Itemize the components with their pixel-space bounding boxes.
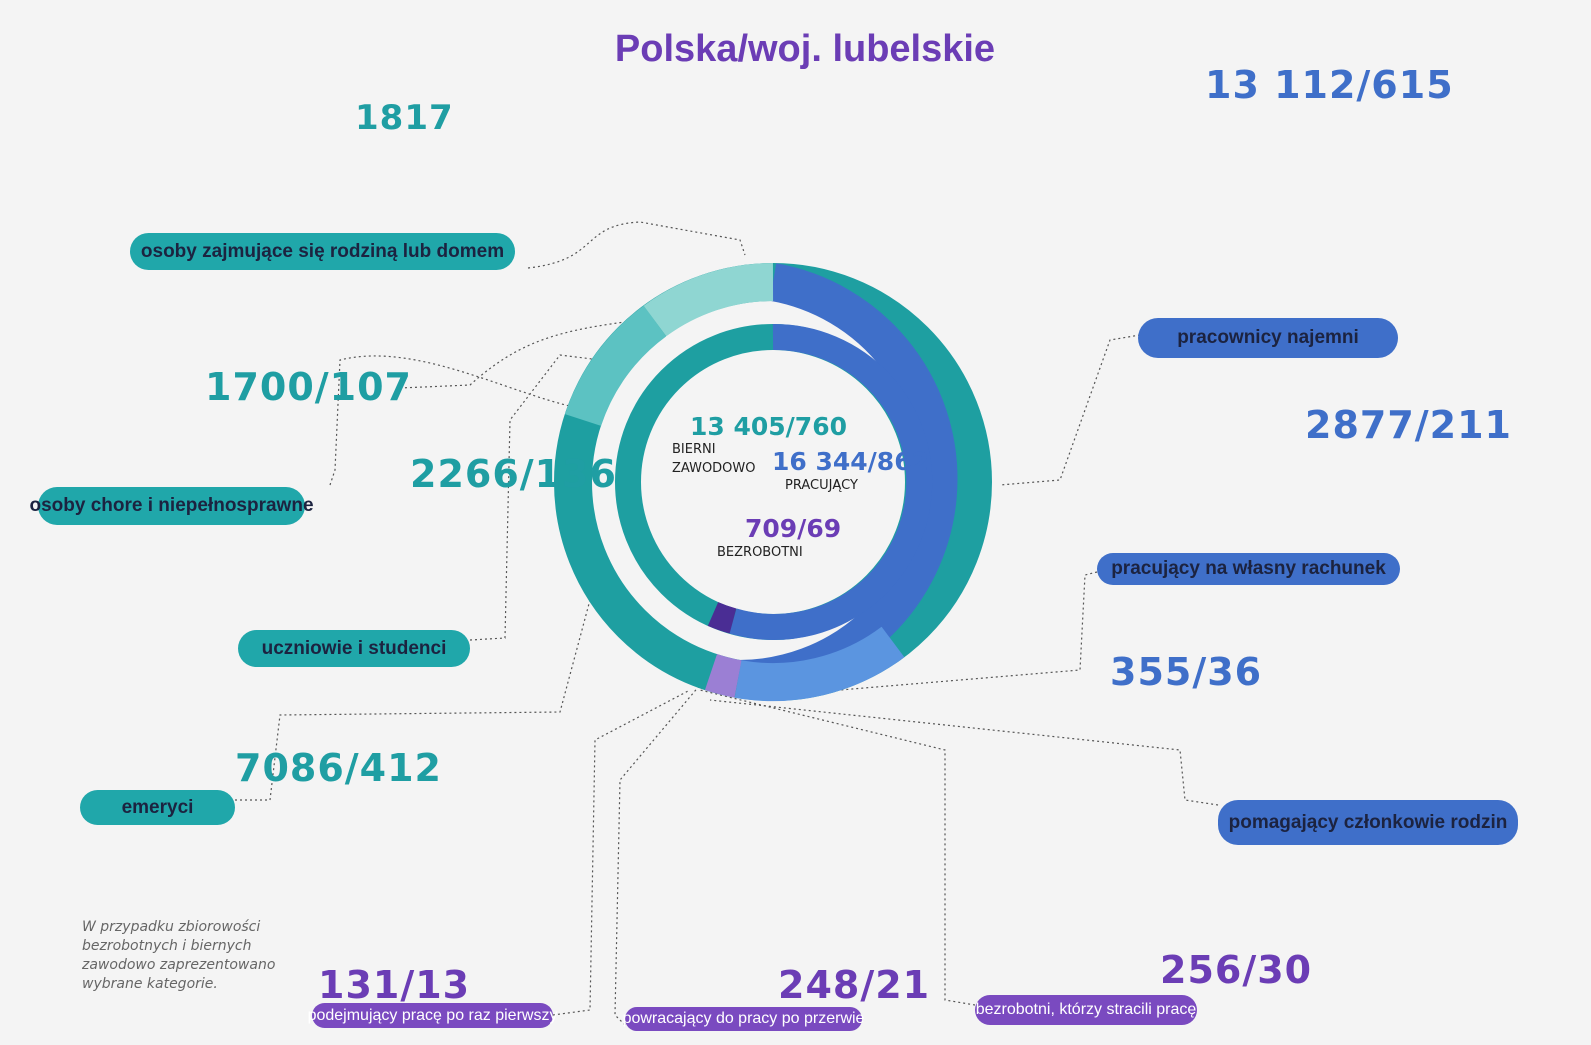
center-value: 709/69 xyxy=(745,514,841,543)
group-value: 1700/107 xyxy=(205,365,412,409)
group-label: pracownicy najemni xyxy=(1138,318,1398,358)
group-label: podejmujący pracę po raz pierwszy xyxy=(312,1003,553,1028)
group-value: 131/13 xyxy=(318,963,470,1007)
group-label: uczniowie i studenci xyxy=(238,630,470,667)
footnote: W przypadku zbiorowości bezrobotnych i b… xyxy=(82,918,275,994)
group-value: 355/36 xyxy=(1110,650,1262,694)
group-value: 1817 xyxy=(355,98,454,138)
footnote-line: zawodowo zaprezentowano xyxy=(82,956,275,975)
group-label: osoby chore i niepełnosprawne xyxy=(38,487,305,525)
center-label: PRACUJĄCY xyxy=(785,478,858,493)
center-label: BIERNI xyxy=(672,442,716,457)
group-label: emeryci xyxy=(80,790,235,825)
group-value: 2266/136 xyxy=(410,452,617,496)
group-value: 13 112/615 xyxy=(1205,63,1454,107)
group-label: powracający do pracy po przerwie xyxy=(625,1007,862,1031)
group-value: 7086/412 xyxy=(235,746,442,790)
infographic: Polska/woj. lubelskie 13 405/760 BIERNI … xyxy=(0,0,1591,1045)
center-value: 16 344/862 xyxy=(772,447,929,476)
group-label: osoby zajmujące się rodziną lub domem xyxy=(130,233,515,270)
center-value: 13 405/760 xyxy=(690,412,847,441)
footnote-line: W przypadku zbiorowości xyxy=(82,918,275,937)
group-value: 248/21 xyxy=(778,963,930,1007)
group-label: bezrobotni, którzy stracili pracę xyxy=(975,995,1197,1025)
group-label: pracujący na własny rachunek xyxy=(1097,553,1400,585)
center-label: BEZROBOTNI xyxy=(717,545,803,560)
footnote-line: wybrane kategorie. xyxy=(82,975,275,994)
group-label: pomagający członkowie rodzin xyxy=(1218,800,1518,845)
donut-rings xyxy=(573,282,973,682)
group-value: 2877/211 xyxy=(1305,403,1512,447)
footnote-line: bezrobotnych i biernych xyxy=(82,937,275,956)
group-value: 256/30 xyxy=(1160,948,1312,992)
center-label: ZAWODOWO xyxy=(672,461,756,476)
